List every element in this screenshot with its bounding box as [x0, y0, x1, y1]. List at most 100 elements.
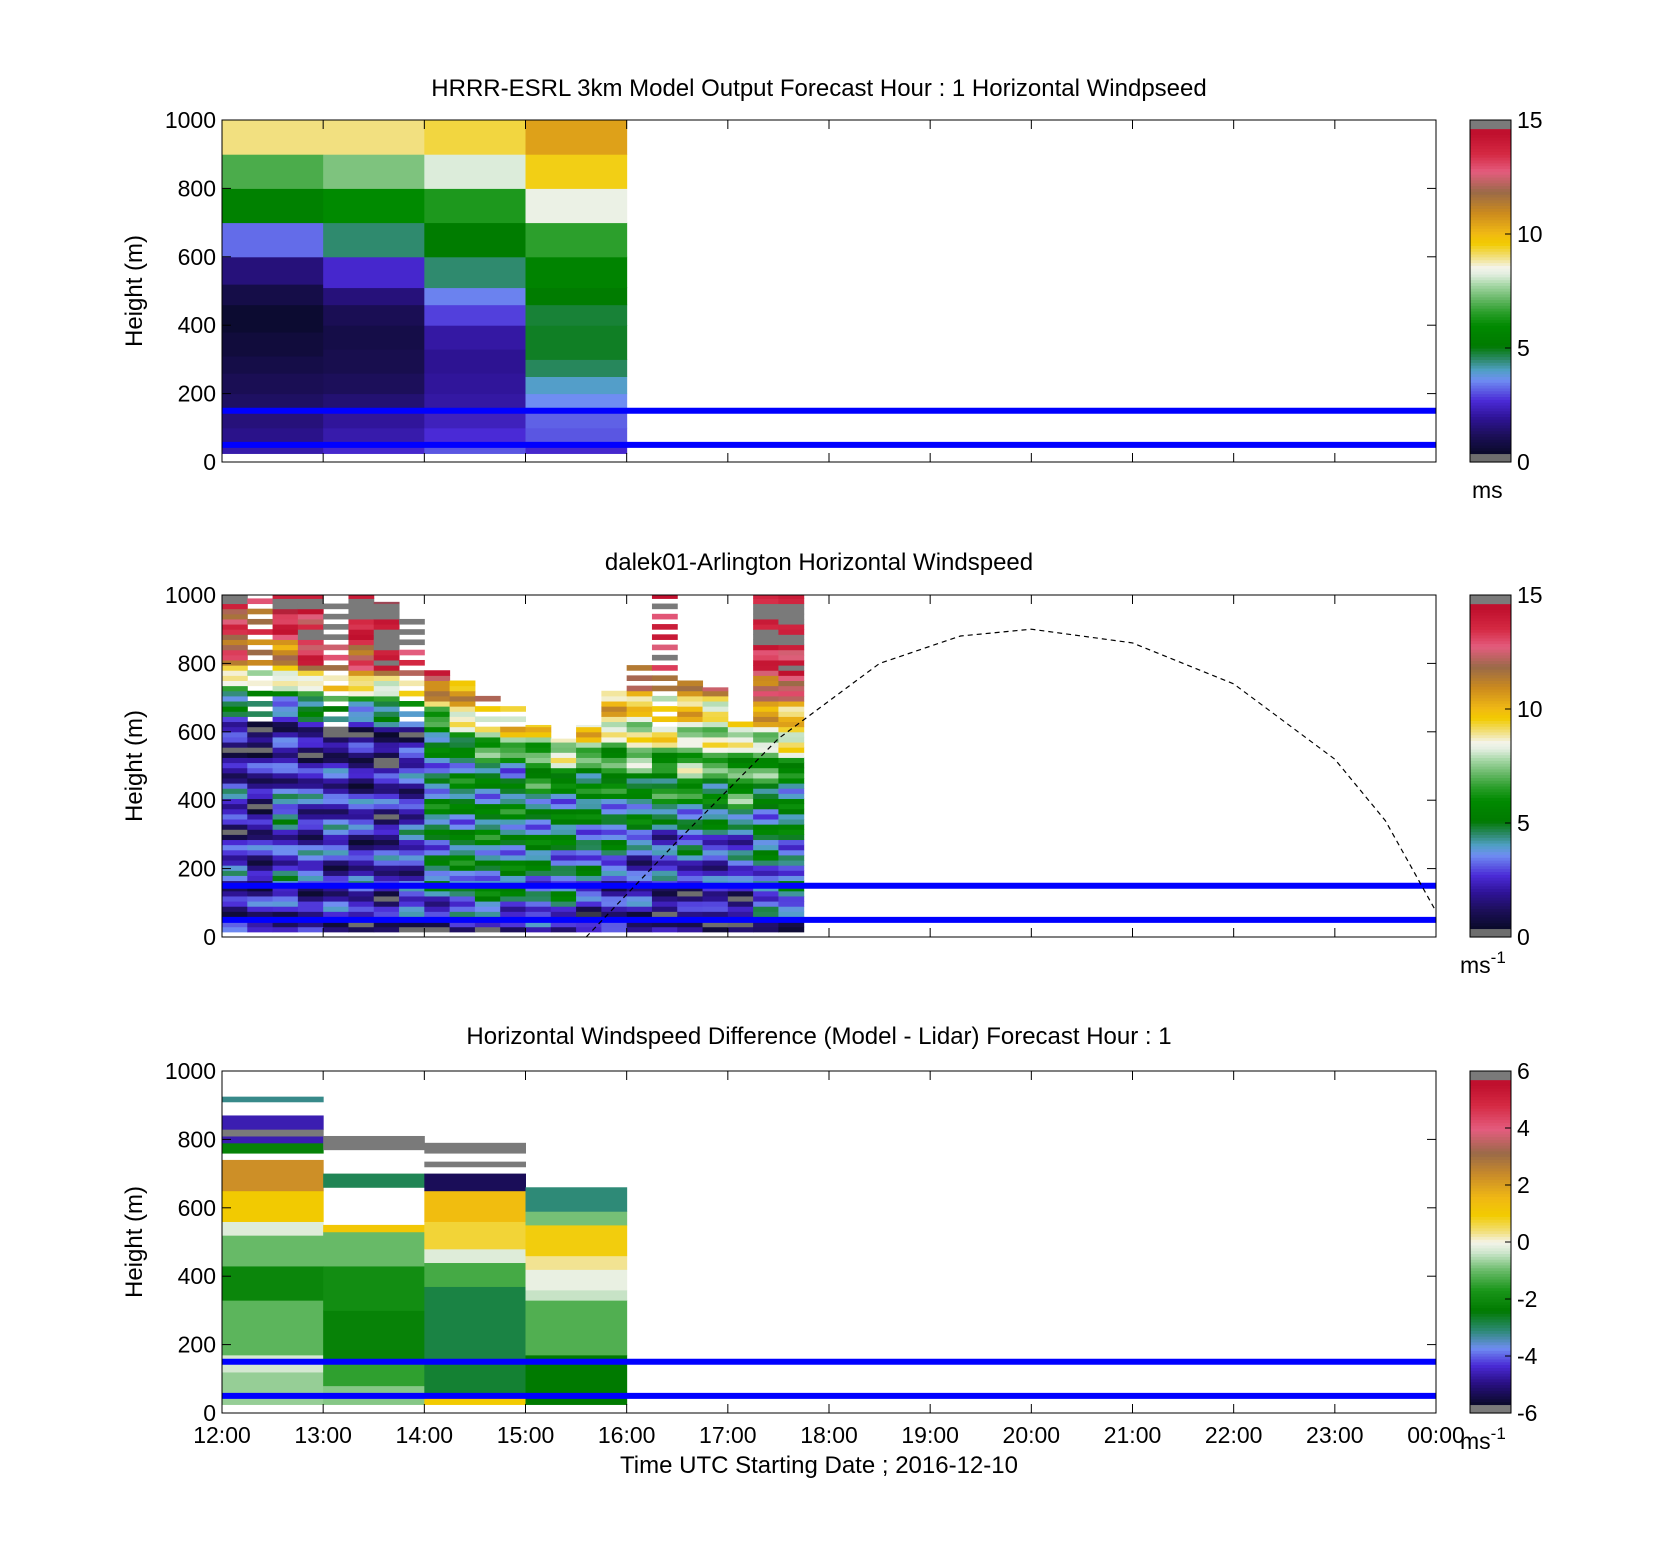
colorbar-segment: [1470, 1296, 1511, 1300]
heatmap-cell-2-945: [272, 608, 299, 615]
heatmap-cell-2-570: [272, 736, 299, 743]
heatmap-cell-8-195: [424, 865, 451, 871]
heatmap-cell-13-570: [550, 738, 577, 743]
colorbar-segment: [1470, 720, 1511, 724]
heatmap-cell-11-540: [500, 747, 526, 753]
heatmap-cell-21-240: [753, 849, 779, 856]
heatmap-cell-3-7: [525, 304, 628, 326]
heatmap-cell-22-570: [778, 736, 805, 743]
heatmap-cell-0-11: [222, 188, 324, 224]
colorbar-segment: [1470, 697, 1511, 702]
heatmap-cell-19-180: [702, 870, 729, 876]
colorbar-segment: [1470, 1410, 1511, 1414]
heatmap-cell-9-300: [449, 829, 476, 835]
heatmap-cell-2-990: [272, 595, 299, 599]
heatmap-cell-20-330: [727, 819, 754, 825]
colorbar-segment: [1470, 640, 1511, 645]
heatmap-cell-6-420: [373, 788, 400, 794]
heatmap-cell-9-105: [449, 895, 476, 902]
heatmap-cell-0-8: [222, 284, 324, 306]
colorbar-segment: [1470, 273, 1511, 278]
heatmap-cell-16-630: [626, 716, 653, 723]
heatmap-cell-13-105: [550, 895, 577, 902]
heatmap-cell-15-615: [601, 721, 628, 728]
heatmap-cell-6-915: [373, 618, 400, 625]
heatmap-cell-3-210: [297, 860, 324, 866]
heatmap-cell-4-750: [323, 675, 349, 681]
colorbar-segment: [1470, 456, 1511, 460]
heatmap-cell-4-15: [323, 926, 349, 933]
heatmap-cell-3-420: [297, 788, 324, 794]
heatmap-cell-18-165: [677, 875, 704, 882]
heatmap-cell-20-210: [727, 860, 754, 866]
heatmap-cell-2-5: [424, 349, 526, 374]
heatmap-cell-9-225: [449, 854, 476, 861]
heatmap-cell-20-390: [727, 798, 754, 805]
heatmap-cell-13-345: [550, 813, 577, 820]
heatmap-cell-0-915: [222, 618, 248, 625]
heatmap-cell-10-345: [474, 813, 501, 820]
colorbar-segment: [1470, 931, 1511, 935]
heatmap-cell-21-990: [753, 595, 779, 599]
heatmap-cell-4-960: [323, 603, 349, 610]
y-tick-label: 600: [178, 719, 216, 745]
heatmap-cell-16-270: [626, 839, 653, 846]
heatmap-cell-1-945: [247, 608, 274, 615]
colorbar-segment: [1470, 1284, 1511, 1289]
heatmap-cell-8-255: [424, 844, 451, 851]
heatmap-cell-18-420: [677, 788, 704, 794]
heatmap-cell-9-630: [449, 716, 476, 723]
heatmap-cell-3-330: [297, 819, 324, 825]
heatmap-cell-13-390: [550, 798, 577, 805]
heatmap-cell-16-180: [626, 870, 653, 876]
heatmap-cell-21-225: [753, 854, 779, 861]
heatmap-cell-18-330: [677, 819, 704, 825]
heatmap-cell-0-375: [222, 803, 248, 810]
heatmap-cell-2-15: [272, 926, 299, 933]
heatmap-cell-22-60: [778, 911, 805, 917]
heatmap-cell-12-30: [525, 921, 552, 928]
colorbar-tick-label: 10: [1517, 696, 1543, 722]
heatmap-cell-20-435: [727, 783, 754, 789]
colorbar-segment: [1470, 407, 1511, 412]
heatmap-cell-0-2: [222, 410, 324, 429]
heatmap-cell-0-210: [222, 860, 248, 866]
heatmap-cell-3-615: [297, 721, 324, 728]
heatmap-cell-18-405: [677, 793, 704, 799]
x-tick-label: 18:00: [800, 1422, 858, 1448]
colorbar-segment: [1470, 305, 1511, 309]
heatmap-cell-9-75: [449, 906, 476, 912]
heatmap-cell-13-555: [550, 742, 577, 748]
heatmap-cell-14-600: [576, 726, 602, 733]
colorbar-segment: [1470, 888, 1511, 892]
heatmap-cell-11-315: [500, 824, 526, 830]
heatmap-cell-1-315: [247, 824, 274, 830]
heatmap-cell-8-285: [424, 834, 451, 841]
heatmap-cell-15-285: [601, 834, 628, 841]
colorbar-segment: [1470, 1347, 1511, 1351]
heatmap-cell-1-480: [247, 767, 274, 774]
heatmap-cell-4-330: [323, 819, 349, 825]
heatmap-cell-18-180: [677, 870, 704, 876]
colorbar-segment: [1470, 328, 1511, 332]
heatmap-cell-3-120: [297, 890, 324, 897]
colorbar-segment: [1470, 1381, 1511, 1386]
heatmap-cell-0-480: [222, 767, 248, 774]
colorbar-segment: [1470, 1356, 1511, 1360]
heatmap-cell-4-300: [323, 829, 349, 835]
heatmap-cell-18-630: [677, 716, 704, 723]
colorbar-segment: [1470, 1256, 1511, 1260]
heatmap-cell-6-510: [373, 757, 400, 764]
heatmap-cell-2-180: [272, 870, 299, 876]
heatmap-cell-22-390: [778, 798, 805, 805]
heatmap-cell-16-195: [626, 865, 653, 871]
heatmap-cell-16-720: [626, 685, 653, 692]
colorbar-segment: [1470, 800, 1511, 804]
heatmap-cell-0-165: [222, 875, 248, 882]
heatmap-cell-6-630: [373, 716, 400, 723]
heatmap-cell-14-315: [576, 824, 602, 830]
heatmap-cell-3-240: [297, 849, 324, 856]
y-tick-label: 800: [178, 175, 216, 201]
colorbar-segment: [1470, 439, 1511, 443]
heatmap-cell-17-810: [651, 654, 678, 661]
